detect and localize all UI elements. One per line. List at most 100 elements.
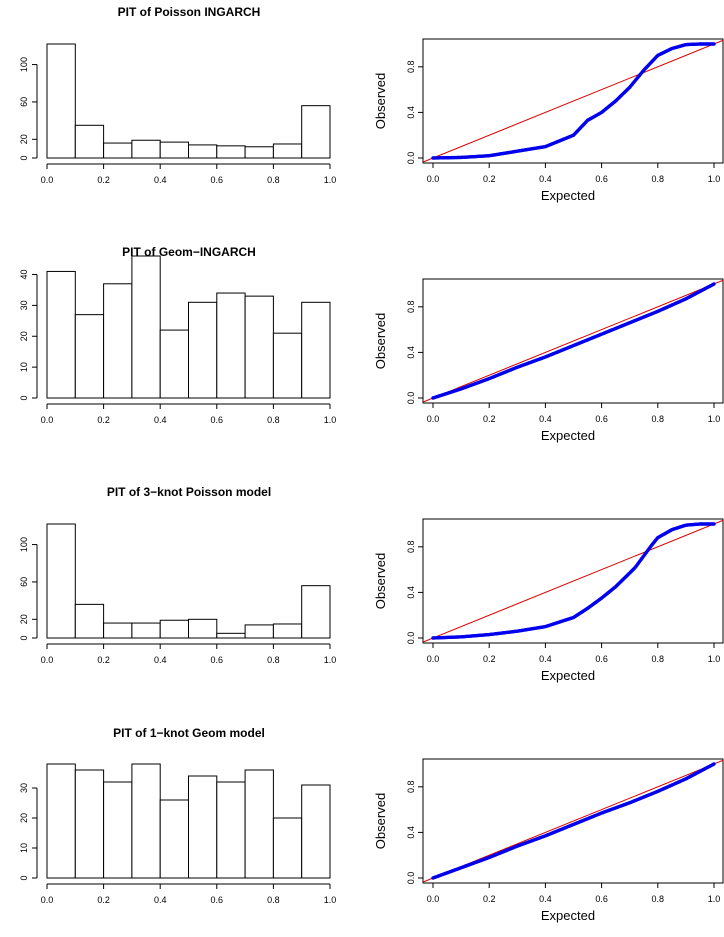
y-tick-label: 10 — [19, 843, 29, 853]
qq-point — [712, 762, 716, 766]
histogram-bar — [103, 283, 133, 399]
qq-plot-frame — [422, 518, 724, 644]
y-tick-label: 0.0 — [406, 632, 416, 645]
x-tick-label: 0.6 — [211, 415, 224, 425]
y-tick-label: 60 — [19, 577, 29, 587]
histogram-bar — [272, 143, 303, 159]
y-tick-label: 0.4 — [406, 106, 416, 119]
x-tick-label: 0.6 — [595, 414, 608, 424]
histogram-bar — [131, 622, 161, 639]
histogram-bar — [244, 146, 274, 159]
qq-plot-area — [423, 759, 723, 883]
x-tick-label: 1.0 — [324, 175, 337, 185]
histogram-title: PIT of 3−knot Poisson model — [107, 485, 271, 499]
reference-line — [423, 39, 723, 163]
histogram-bar — [46, 763, 76, 879]
x-tick-label: 0.0 — [427, 174, 440, 184]
y-tick-label: 0.8 — [406, 301, 416, 314]
y-tick-label: 0.4 — [406, 826, 416, 839]
x-tick-label: 0.4 — [154, 175, 167, 185]
y-tick-label: 0.0 — [406, 872, 416, 885]
x-tick-label: 1.0 — [324, 895, 337, 905]
qq-plot-area — [423, 39, 723, 163]
histogram-bar — [159, 619, 189, 639]
x-tick-label: 0.2 — [483, 894, 496, 904]
qq-point — [712, 42, 716, 46]
reference-line — [423, 519, 723, 643]
x-tick-label: 0.8 — [267, 175, 280, 185]
y-axis-label: Observed — [373, 313, 388, 369]
x-tick-label: 0.6 — [595, 894, 608, 904]
histogram-bar — [272, 623, 303, 639]
histogram-bar — [159, 799, 189, 879]
x-axis-label: Expected — [541, 908, 595, 923]
x-tick-label: 1.0 — [708, 174, 721, 184]
qq-panel: 0.0 0.2 0.4 0.6 0.8 1.0 Expected 0.0 0.4 0.8 Obser… — [373, 278, 724, 443]
y-tick-label: 0.4 — [406, 346, 416, 359]
qq-points — [431, 282, 716, 400]
histogram-bar — [159, 329, 189, 399]
x-tick-label: 0.8 — [267, 655, 280, 665]
y-tick-label: 20 — [19, 331, 29, 341]
histogram-bar — [272, 817, 303, 879]
x-axis-label: Expected — [541, 668, 595, 683]
histogram-bar — [301, 301, 331, 399]
histogram-bar — [216, 145, 246, 159]
x-tick-label: 1.0 — [708, 894, 721, 904]
y-axis-label: Observed — [373, 553, 388, 609]
qq-plot-frame — [422, 278, 724, 404]
histogram-bar — [103, 781, 133, 879]
x-tick-label: 0.0 — [41, 895, 54, 905]
x-tick-label: 0.6 — [211, 655, 224, 665]
histogram-bar — [301, 105, 331, 159]
y-tick-label: 0.8 — [406, 61, 416, 74]
x-tick-label: 0.8 — [267, 895, 280, 905]
x-tick-label: 0.8 — [652, 174, 665, 184]
y-tick-label: 40 — [19, 270, 29, 280]
qq-panel: 0.0 0.2 0.4 0.6 0.8 1.0 Expected 0.0 0.4 0.8 Obser… — [373, 38, 724, 203]
y-axis-label: Observed — [373, 73, 388, 129]
histogram-bar — [74, 769, 105, 879]
x-tick-label: 0.4 — [154, 415, 167, 425]
y-tick-label: 0.0 — [406, 392, 416, 405]
x-tick-label: 0.0 — [41, 175, 54, 185]
qq-points — [431, 42, 716, 160]
x-tick-label: 0.2 — [483, 654, 496, 664]
qq-plot-area — [423, 519, 723, 643]
x-tick-label: 1.0 — [708, 654, 721, 664]
x-tick-label: 0.0 — [427, 414, 440, 424]
histogram-bar — [244, 769, 274, 879]
histogram-bar — [103, 622, 133, 639]
qq-points — [431, 762, 716, 880]
x-tick-label: 0.2 — [483, 414, 496, 424]
x-tick-label: 0.2 — [97, 175, 110, 185]
histogram-bar — [131, 139, 161, 159]
x-tick-label: 0.4 — [539, 894, 552, 904]
x-tick-label: 1.0 — [324, 655, 337, 665]
y-tick-label: 0 — [19, 155, 29, 160]
qq-plot-area — [423, 279, 723, 403]
y-tick-label: 0.4 — [406, 586, 416, 599]
x-axis-label: Expected — [541, 428, 595, 443]
histogram-bar — [131, 255, 161, 399]
y-tick-label: 60 — [19, 97, 29, 107]
y-tick-label: 100 — [19, 57, 29, 72]
y-tick-label: 20 — [19, 134, 29, 144]
histogram-bar — [216, 632, 246, 639]
histogram-bar — [74, 124, 105, 159]
y-tick-label: 0.0 — [406, 152, 416, 165]
x-tick-label: 0.6 — [595, 174, 608, 184]
x-tick-label: 0.0 — [427, 654, 440, 664]
histogram-bar — [244, 295, 274, 399]
x-axis-label: Expected — [541, 188, 595, 203]
histogram-bar — [103, 142, 133, 159]
qq-points — [431, 522, 716, 640]
histogram-bar — [188, 144, 218, 159]
y-tick-label: 10 — [19, 362, 29, 372]
histogram-bar — [74, 314, 105, 399]
x-tick-label: 0.4 — [539, 414, 552, 424]
y-tick-label: 30 — [19, 783, 29, 793]
qq-plot-frame — [422, 38, 724, 164]
histogram-title: PIT of 1−knot Geom model — [113, 726, 265, 740]
